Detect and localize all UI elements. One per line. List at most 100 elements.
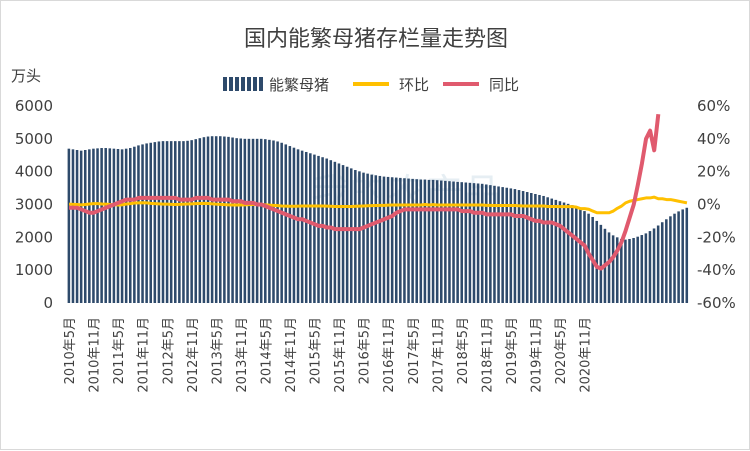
bar [632, 237, 635, 303]
bar [497, 186, 500, 303]
x-axis: 2010年5月 2010年11月 2011年5月 2011年11月 2012年5月 201… [63, 317, 594, 393]
bar [456, 181, 459, 303]
bar [681, 209, 684, 303]
bar [538, 194, 541, 303]
bar [669, 216, 672, 303]
right-tick-label: -40% [697, 261, 736, 279]
bar [157, 141, 161, 303]
bar [174, 141, 177, 303]
x-tick-label: 2016年5月 [358, 317, 373, 384]
left-tick-label: 2000 [15, 228, 53, 246]
bar [333, 161, 337, 303]
bar [198, 138, 202, 303]
bar [587, 213, 590, 303]
x-tick-label: 2020年11月 [579, 317, 594, 393]
bar [685, 207, 689, 303]
bar [394, 177, 398, 303]
x-tick-label: 2014年11月 [284, 317, 299, 393]
legend-swatch [253, 77, 257, 91]
bar [141, 144, 144, 303]
bar [337, 163, 341, 303]
left-tick-label: 0 [43, 294, 53, 312]
chart-title: 国内能繁母猪存栏量走势图 [244, 27, 508, 52]
bar [210, 136, 214, 303]
bar [431, 179, 435, 304]
right-y-axis: -60% -40% -20% 0% 20% 40% 60% [697, 97, 736, 312]
legend-swatch [235, 77, 239, 91]
bar [448, 181, 451, 303]
bar [92, 148, 95, 303]
legend-swatch [259, 77, 263, 91]
bar [317, 155, 320, 303]
right-tick-label: 20% [697, 163, 730, 181]
bar [480, 183, 484, 303]
legend-item: 能繁母猪 [223, 76, 329, 94]
bar [440, 180, 443, 303]
bar [194, 139, 198, 303]
bar [223, 136, 226, 303]
bar [190, 140, 193, 303]
bar [660, 222, 664, 303]
bar [558, 201, 562, 303]
bar [206, 136, 210, 303]
bar [165, 141, 169, 303]
bar [88, 149, 91, 303]
bar [362, 172, 365, 303]
bar [374, 175, 378, 303]
bar [415, 179, 418, 303]
bar [83, 150, 87, 303]
bar [202, 137, 206, 303]
bar [435, 180, 439, 303]
bar [656, 225, 660, 303]
x-tick-label: 2018年5月 [456, 317, 471, 384]
bar [566, 203, 570, 303]
bar [652, 228, 656, 303]
bar [628, 238, 631, 303]
bar [227, 136, 230, 303]
bar [345, 166, 349, 303]
left-tick-label: 5000 [15, 130, 53, 148]
bar [366, 173, 369, 303]
x-tick-label: 2014年5月 [259, 317, 274, 384]
bar [231, 137, 234, 303]
bar [476, 183, 480, 303]
bar [313, 154, 316, 303]
bar [427, 179, 431, 304]
bar [382, 176, 386, 303]
bar [444, 180, 447, 303]
bar [485, 184, 488, 303]
bar [272, 140, 275, 303]
x-tick-label: 2015年11月 [333, 317, 348, 393]
bar [550, 198, 554, 303]
bar [153, 142, 157, 303]
bar [452, 181, 455, 303]
bar [71, 149, 75, 303]
bar [530, 193, 533, 303]
bar [390, 177, 394, 303]
bar [182, 141, 185, 303]
x-tick-label: 2016年11月 [382, 317, 397, 393]
x-tick-label: 2012年11月 [186, 317, 201, 393]
bar [292, 147, 296, 303]
bar [489, 185, 492, 303]
bar [133, 146, 136, 303]
bar [513, 189, 517, 303]
right-tick-label: -20% [697, 228, 736, 246]
y-axis-unit-label: 万头 [11, 67, 41, 85]
bar [665, 219, 668, 303]
bar [329, 160, 333, 303]
bar [562, 202, 566, 303]
bar [349, 168, 353, 303]
x-tick-label: 2010年11月 [88, 317, 103, 393]
x-tick-label: 2019年5月 [505, 317, 520, 384]
bar [137, 145, 140, 303]
bar [243, 138, 247, 303]
bar [468, 182, 472, 303]
legend-swatch [247, 77, 251, 91]
legend-swatch [223, 77, 227, 91]
legend-label: 能繁母猪 [269, 76, 329, 94]
bar [255, 138, 259, 303]
left-tick-label: 4000 [15, 163, 53, 181]
bar [546, 197, 549, 303]
